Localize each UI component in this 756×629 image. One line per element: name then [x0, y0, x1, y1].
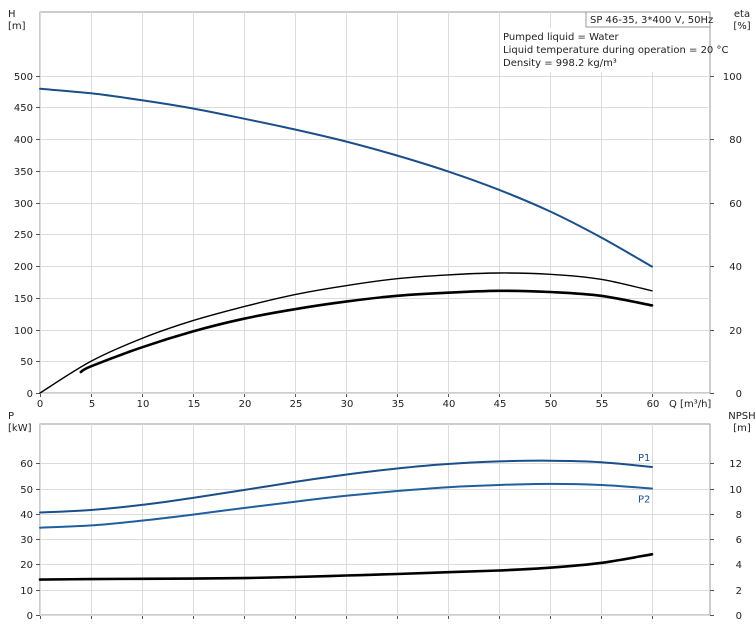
y-axis-label-left: H — [8, 9, 16, 20]
notes-background — [500, 28, 709, 72]
series-label: P1 — [638, 453, 650, 464]
x-tick-label: 30 — [341, 399, 354, 410]
x-tick-label: 45 — [494, 399, 507, 410]
y-axis-label-left: P — [8, 411, 14, 422]
y-axis-label-right: NPSH — [728, 411, 755, 422]
y-tick-label-left: 10 — [20, 586, 33, 597]
x-tick-label: 15 — [188, 399, 201, 410]
y-tick-label-right: 2 — [736, 586, 742, 597]
y-tick-label-left: 150 — [14, 294, 33, 305]
chart-note: Liquid temperature during operation = 20… — [503, 45, 728, 56]
series-line-efficiency — [39, 272, 653, 394]
power-npsh-panel: 0 10 20 30 40 50 60 0 2 4 6 8 10 12 P[kW] NPSH[m] P1 P2 — [8, 411, 756, 622]
x-tick-label: 5 — [89, 399, 95, 410]
x-tick-label: 50 — [545, 399, 558, 410]
x-tick-label: 35 — [392, 399, 405, 410]
y-axis-label-left: [m] — [8, 21, 26, 32]
y-tick-label-left: 450 — [14, 103, 33, 114]
y-tick-label-right: 4 — [736, 560, 742, 571]
chart-note: Density = 998.2 kg/m³ — [503, 58, 617, 69]
y-tick-label-left: 50 — [20, 485, 33, 496]
y-tick-label-right: 10 — [729, 485, 742, 496]
y-tick-label-right: 40 — [729, 262, 742, 273]
y-tick-label-left: 60 — [20, 459, 33, 470]
y-tick-label-left: 20 — [20, 560, 33, 571]
chart-title: SP 46-35, 3*400 V, 50Hz — [590, 15, 713, 26]
series-line-p2 — [39, 482, 653, 529]
y-tick-label-left: 350 — [14, 167, 33, 178]
series-line-p1 — [39, 459, 653, 514]
y-axis-label-right: [m] — [733, 423, 751, 434]
y-tick-label-left: 30 — [20, 535, 33, 546]
x-axis-label: Q [m³/h] — [669, 399, 711, 410]
y-axis-label-right: eta — [734, 9, 750, 20]
y-tick-label-right: 100 — [723, 72, 742, 83]
y-tick-label-left: 0 — [27, 389, 33, 400]
plot-frame — [39, 423, 711, 616]
title-box — [585, 11, 711, 28]
x-tick-label: 40 — [443, 399, 456, 410]
y-tick-label-right: 12 — [729, 459, 742, 470]
y-tick-label-left: 40 — [20, 510, 33, 521]
chart-header: SP 46-35, 3*400 V, 50Hz Pumped liquid = W… — [500, 11, 728, 72]
x-tick-label: 55 — [596, 399, 609, 410]
series-line-overall-efficiency — [79, 289, 654, 374]
x-tick-label: 60 — [647, 399, 660, 410]
y-tick-label-left: 400 — [14, 135, 33, 146]
y-tick-label-left: 300 — [14, 199, 33, 210]
y-tick-label-right: 80 — [729, 135, 742, 146]
y-tick-label-left: 250 — [14, 230, 33, 241]
y-tick-label-left: 500 — [14, 72, 33, 83]
y-tick-label-right: 20 — [729, 326, 742, 337]
y-tick-label-right: 0 — [736, 389, 742, 400]
x-tick-label: 10 — [137, 399, 150, 410]
y-tick-label-left: 200 — [14, 262, 33, 273]
chart-note: Pumped liquid = Water — [503, 32, 620, 43]
series-label: P2 — [638, 495, 650, 506]
series-line-npsh — [38, 553, 654, 581]
y-tick-label-left: 100 — [14, 326, 33, 337]
y-tick-label-left: 0 — [27, 611, 33, 622]
y-tick-label-right: 60 — [729, 199, 742, 210]
series-line-head — [39, 87, 653, 268]
y-tick-label-right: 0 — [736, 611, 742, 622]
y-tick-label-left: 50 — [20, 357, 33, 368]
y-tick-label-right: 8 — [736, 510, 742, 521]
y-axis-label-right: [%] — [733, 21, 750, 32]
x-tick-label: 20 — [239, 399, 252, 410]
head-efficiency-panel: 0501001502002503003504004505000204060801… — [8, 9, 751, 410]
x-tick-label: 25 — [290, 399, 303, 410]
y-axis-label-left: [kW] — [8, 423, 32, 434]
x-tick-label: 0 — [37, 399, 43, 410]
y-tick-label-right: 6 — [736, 535, 742, 546]
